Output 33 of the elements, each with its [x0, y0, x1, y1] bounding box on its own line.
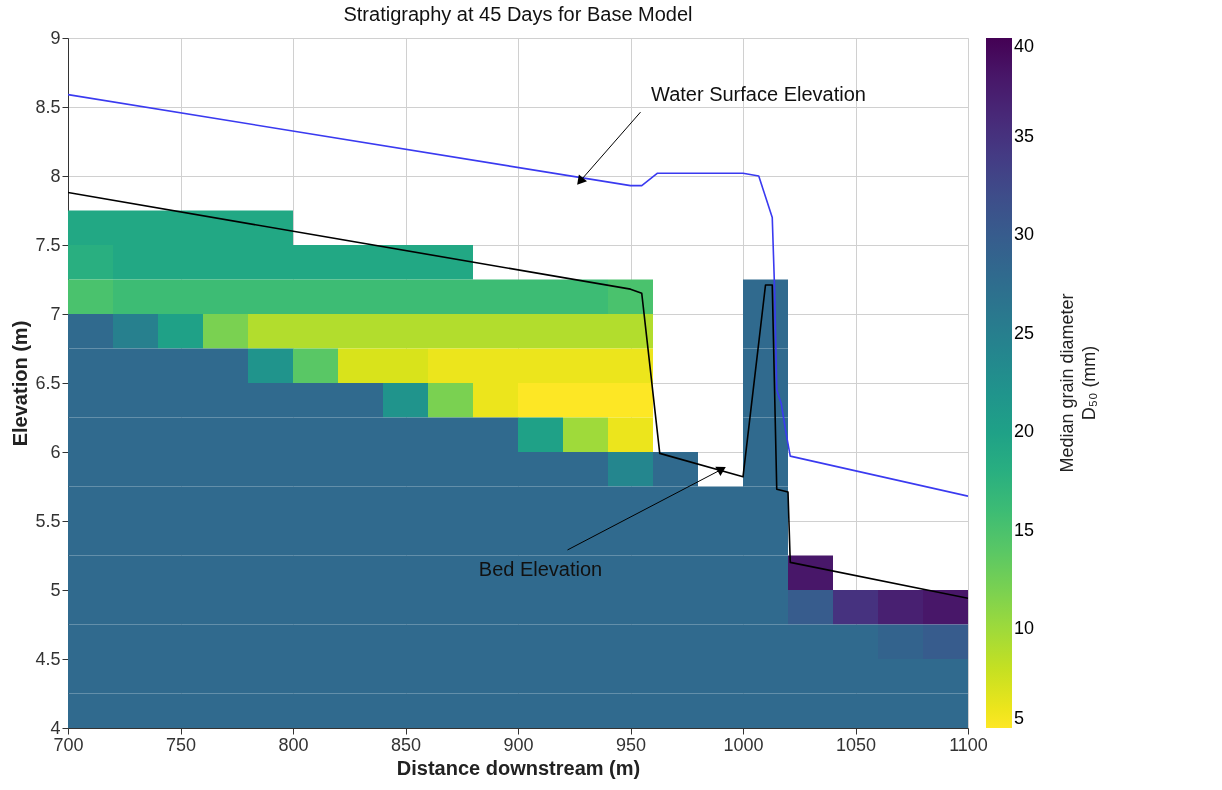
color-bar-label: 30 — [1014, 224, 1035, 245]
color-bar-label: 25 — [1014, 322, 1035, 343]
y-tick-label: 5 — [50, 579, 61, 600]
y-tick-label: 8 — [50, 165, 61, 186]
x-tick-label: 1100 — [949, 734, 988, 755]
y-tick-label: 7 — [50, 303, 61, 324]
y-tick-label: 5.5 — [35, 510, 61, 531]
y-tick-label: 6 — [50, 441, 61, 462]
x-tick-label: 850 — [390, 734, 422, 755]
x-tick-label: 800 — [278, 734, 309, 755]
annotation: Bed Elevation — [478, 557, 603, 580]
color-bar-label: 5 — [1014, 708, 1025, 728]
x-tick-label: 900 — [503, 734, 534, 755]
x-tick-label: 1000 — [723, 734, 764, 755]
y-axis-title: Elevation (m) — [9, 320, 32, 447]
color-bar-label: 10 — [1014, 618, 1035, 639]
color-bar-label: 40 — [1014, 36, 1035, 56]
y-tick-label: 8.5 — [35, 96, 61, 117]
color-bar-label: 15 — [1014, 519, 1035, 540]
color-bar-title: Median grain diameter D₅₀ (mm) — [1057, 293, 1099, 473]
x-tick-label: 950 — [615, 734, 647, 755]
annotation: Water Surface Elevation — [651, 83, 866, 106]
y-tick-label: 9 — [50, 27, 61, 48]
y-tick-label: 6.5 — [35, 372, 61, 393]
color-bar-label: 20 — [1014, 421, 1035, 442]
x-tick-label: 750 — [165, 734, 197, 755]
chart-title: Stratigraphy at 45 Days for Base Model — [343, 3, 693, 25]
x-axis-title: Distance downstream (m) — [396, 756, 641, 779]
y-tick-label: 7.5 — [35, 234, 61, 255]
line-series — [68, 191, 968, 600]
x-tick-label: 1050 — [835, 734, 877, 755]
y-tick-label: 4.5 — [35, 648, 61, 669]
color-bar-label: 35 — [1014, 125, 1035, 146]
